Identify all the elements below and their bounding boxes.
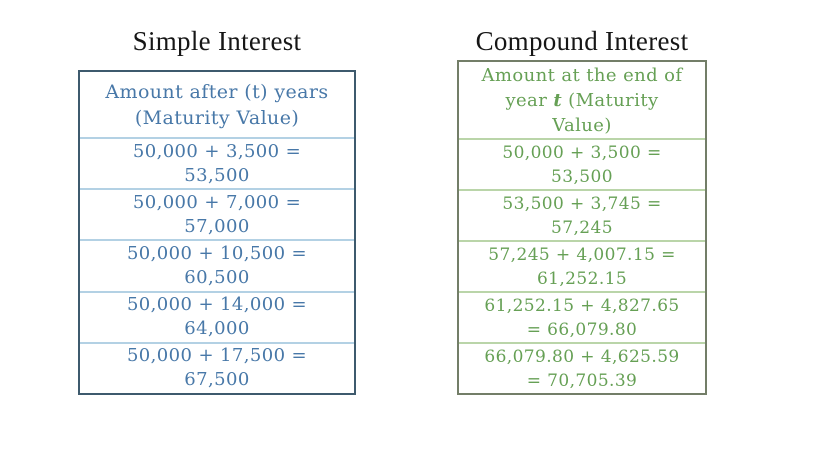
table-row: 57,245 + 4,007.15 = 61,252.15 [459, 240, 705, 291]
header-line: Amount at the end of [481, 64, 683, 86]
row-line: 50,000 + 10,500 = [126, 243, 308, 264]
header-line: Value) [552, 114, 612, 136]
row-line: 61,252.15 + 4,827.65 [484, 295, 680, 316]
table-row: 53,500 + 3,745 = 57,245 [459, 189, 705, 240]
row-line: 67,500 [184, 369, 250, 391]
compound-interest-table: Amount at the end of year t (Maturity Va… [457, 60, 707, 395]
table-row: 66,079.80 + 4,625.59 = 70,705.39 [459, 342, 705, 393]
row-line: 50,000 + 3,500 = [502, 142, 662, 163]
table-row: 50,000 + 7,000 = 57,000 [80, 188, 354, 239]
table-row: 50,000 + 3,500 = 53,500 [459, 138, 705, 189]
simple-interest-header: Amount after (t) years (Maturity Value) [80, 72, 354, 137]
header-line: (Maturity Value) [134, 106, 300, 129]
row-line: 50,000 + 14,000 = [126, 294, 308, 316]
header-text: (Maturity [562, 89, 659, 111]
row-line: 57,000 [184, 215, 250, 237]
row-line: 50,000 + 17,500 = [126, 345, 308, 367]
row-line: 53,500 [184, 164, 250, 186]
compound-interest-header: Amount at the end of year t (Maturity Va… [459, 62, 705, 138]
row-line: 64,000 [184, 318, 250, 340]
t-variable: t [553, 89, 563, 111]
row-line: 60,500 [184, 267, 250, 288]
row-line: = 66,079.80 [526, 319, 638, 340]
header-line: year t (Maturity [505, 88, 658, 113]
table-row: 50,000 + 10,500 = 60,500 [80, 239, 354, 290]
header-text: year [505, 89, 554, 111]
table-row: 50,000 + 3,500 = 53,500 [80, 137, 354, 188]
simple-interest-table: Amount after (t) years (Maturity Value) … [78, 70, 356, 395]
row-line: 61,252.15 [536, 268, 628, 289]
simple-interest-title: Simple Interest [132, 26, 302, 56]
row-line: = 70,705.39 [526, 370, 638, 391]
row-line: 57,245 [551, 217, 613, 238]
row-line: 66,079.80 + 4,625.59 [484, 346, 680, 367]
table-row: 50,000 + 14,000 = 64,000 [80, 290, 354, 342]
compound-interest-title: Compound Interest [475, 26, 689, 56]
header-line: Amount after (t) years [105, 80, 329, 103]
table-row: 61,252.15 + 4,827.65 = 66,079.80 [459, 291, 705, 342]
row-line: 57,245 + 4,007.15 = [488, 244, 676, 265]
row-line: 50,000 + 7,000 = [132, 191, 302, 213]
row-line: 53,500 [551, 166, 613, 187]
row-line: 50,000 + 3,500 = [132, 140, 302, 162]
row-line: 53,500 + 3,745 = [502, 193, 662, 214]
table-row: 50,000 + 17,500 = 67,500 [80, 341, 354, 393]
